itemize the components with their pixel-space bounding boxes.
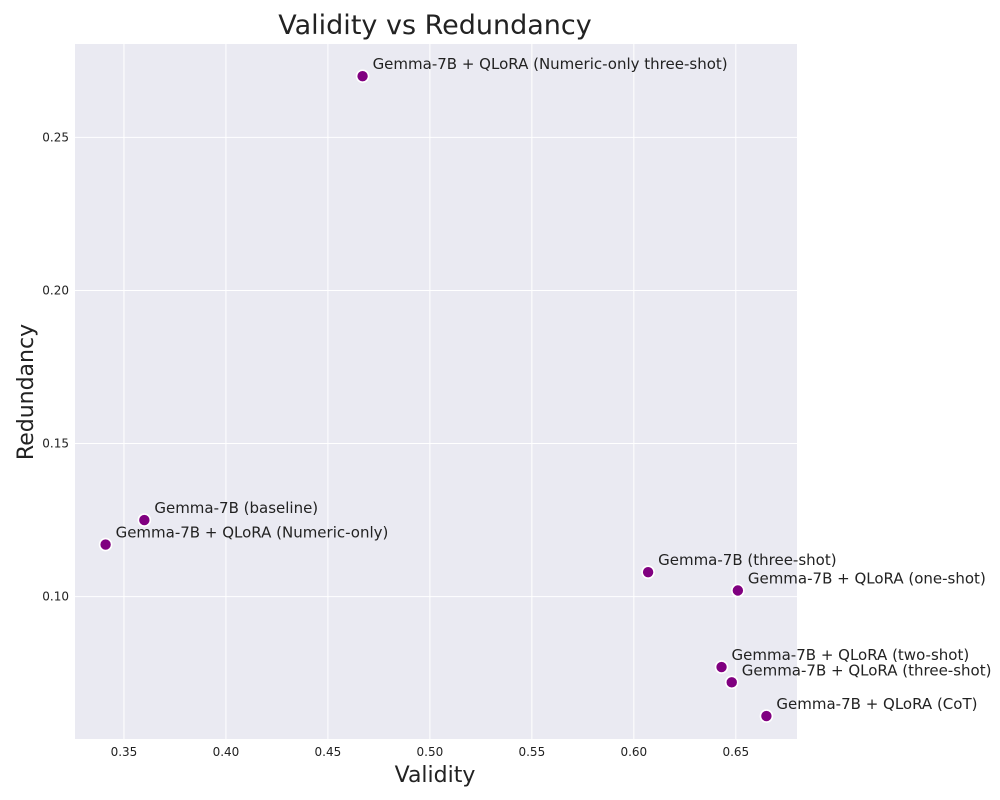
x-tick-label: 0.50 (417, 745, 444, 759)
data-point-label: Gemma-7B + QLoRA (Numeric-only three-sho… (373, 55, 728, 73)
data-point (137, 513, 152, 527)
y-tick-label: 0.10 (42, 590, 69, 604)
y-axis-label: Redundancy (14, 324, 39, 460)
y-gridlines (75, 136, 797, 598)
x-tick-label: 0.40 (213, 745, 240, 759)
data-point (355, 69, 370, 83)
x-tick-label: 0.45 (315, 745, 342, 759)
data-point (714, 660, 729, 674)
data-point-label: Gemma-7B + QLoRA (three-shot) (742, 661, 992, 679)
data-points (98, 69, 774, 723)
data-point-label: Gemma-7B (three-shot) (658, 551, 836, 569)
data-point (731, 583, 745, 598)
chart-title: Validity vs Redundancy (278, 10, 592, 41)
x-tick-label: 0.35 (111, 745, 138, 759)
point-labels: Gemma-7B + QLoRA (Numeric-only three-sho… (116, 55, 992, 713)
x-tick-label: 0.65 (722, 745, 749, 759)
y-tick-label: 0.25 (42, 130, 69, 144)
data-point-label: Gemma-7B + QLoRA (one-shot) (748, 570, 986, 588)
plot-area (75, 44, 797, 739)
x-axis-label: Validity (395, 763, 476, 788)
data-point (641, 565, 655, 579)
data-point-label: Gemma-7B + QLoRA (two-shot) (732, 646, 970, 664)
data-point (98, 537, 113, 552)
x-tick-label: 0.60 (620, 745, 647, 759)
y-tick-labels: 0.10 0.15 0.20 0.25 (42, 130, 69, 603)
data-point-label: Gemma-7B + QLoRA (Numeric-only) (116, 524, 389, 542)
x-tick-label: 0.55 (518, 745, 545, 759)
y-tick-label: 0.15 (42, 437, 69, 451)
data-point (724, 675, 739, 690)
data-point (759, 709, 774, 723)
x-gridlines (123, 44, 737, 739)
data-point-label: Gemma-7B + QLoRA (CoT) (776, 695, 977, 713)
data-point-label: Gemma-7B (baseline) (154, 499, 318, 517)
y-tick-label: 0.20 (42, 283, 69, 297)
x-tick-labels: 0.35 0.40 0.45 0.50 0.55 0.60 0.65 (111, 745, 750, 759)
